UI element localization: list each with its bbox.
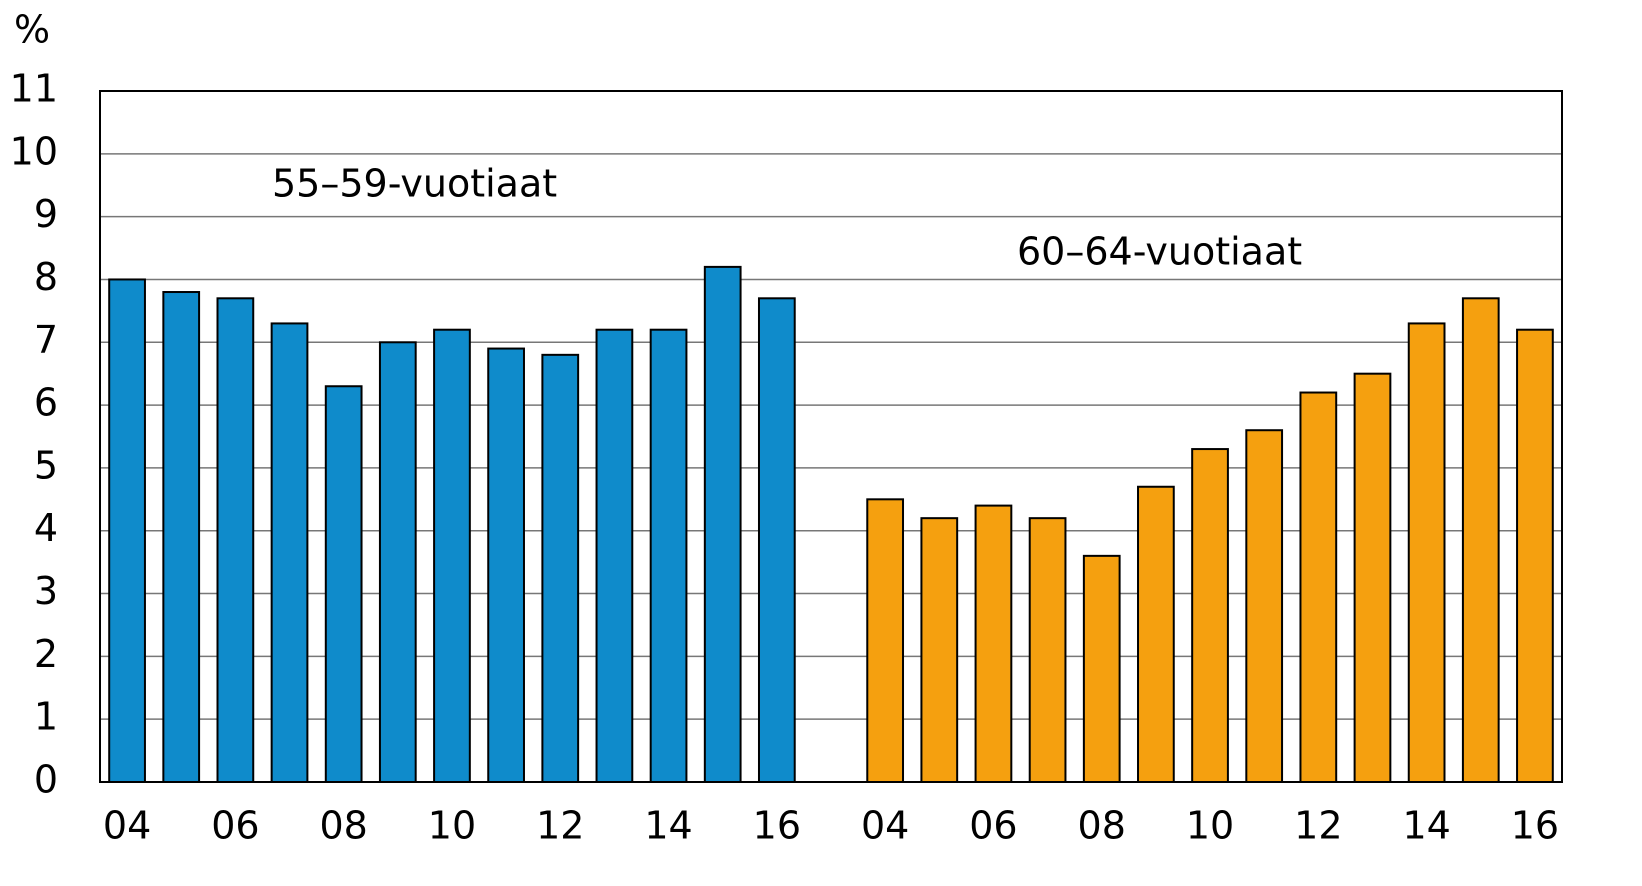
- plot-frame: [99, 90, 1563, 783]
- bar: [974, 504, 1013, 783]
- bar: [1407, 322, 1446, 783]
- bar: [1082, 554, 1121, 784]
- bar: [1137, 485, 1175, 783]
- x-tick-label: 04: [103, 804, 151, 848]
- x-tick-label: 10: [1186, 804, 1234, 848]
- x-tick-label: 12: [536, 804, 584, 848]
- x-tick-label: 16: [753, 804, 801, 848]
- bar: [1461, 297, 1500, 783]
- y-tick-label: 6: [34, 381, 58, 425]
- bar: [162, 291, 201, 783]
- bar: [324, 385, 363, 783]
- y-tick-label: 3: [34, 569, 58, 613]
- y-tick-label: 8: [34, 255, 58, 299]
- x-tick-label: 10: [428, 804, 476, 848]
- x-tick-label: 08: [319, 804, 367, 848]
- y-tick-label: 7: [34, 318, 58, 362]
- y-tick-label: 10: [10, 129, 58, 173]
- y-tick-label: 4: [34, 506, 58, 550]
- bar: [1028, 517, 1067, 783]
- y-tick-label: 11: [10, 67, 58, 111]
- bar: [1299, 391, 1338, 783]
- y-tick-label: 9: [34, 192, 58, 236]
- x-tick-label: 04: [861, 804, 909, 848]
- bar: [595, 328, 634, 783]
- bar: [920, 517, 959, 783]
- bar: [1353, 372, 1392, 783]
- series-label: 60–64-vuotiaat: [1017, 230, 1302, 274]
- x-tick-label: 06: [211, 804, 259, 848]
- x-tick-label: 08: [1078, 804, 1126, 848]
- y-tick-label: 2: [34, 632, 58, 676]
- series-label: 55–59-vuotiaat: [272, 162, 557, 206]
- y-tick-label: 0: [34, 758, 58, 802]
- bar: [866, 498, 905, 783]
- bar: [270, 322, 309, 783]
- y-tick-label: 5: [34, 443, 58, 487]
- bar: [649, 328, 688, 783]
- y-axis-label: %: [14, 8, 50, 52]
- bar: [1516, 328, 1554, 783]
- bar: [433, 328, 471, 783]
- bar: [108, 278, 146, 783]
- bar: [1245, 429, 1284, 783]
- x-tick-label: 16: [1511, 804, 1559, 848]
- bar: [487, 347, 525, 783]
- bar: [378, 341, 417, 783]
- bar: [216, 297, 255, 783]
- x-tick-label: 06: [969, 804, 1017, 848]
- x-tick-label: 14: [644, 804, 692, 848]
- bar: [1191, 448, 1229, 783]
- x-tick-label: 12: [1294, 804, 1342, 848]
- x-tick-label: 14: [1402, 804, 1450, 848]
- y-tick-label: 1: [34, 695, 58, 739]
- bar: [703, 265, 742, 783]
- bar: [541, 353, 580, 783]
- bar: [757, 297, 796, 783]
